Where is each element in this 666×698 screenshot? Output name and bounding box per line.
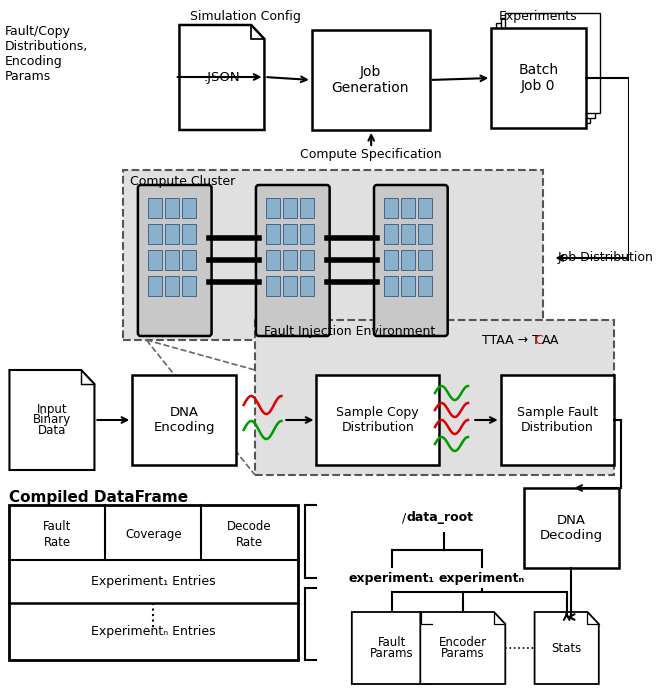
FancyBboxPatch shape [182,276,196,296]
Text: Job
Generation: Job Generation [332,65,409,95]
FancyBboxPatch shape [266,250,280,270]
FancyBboxPatch shape [256,185,330,336]
Text: experiment₁: experiment₁ [349,572,435,585]
FancyBboxPatch shape [300,198,314,218]
FancyBboxPatch shape [9,505,298,660]
Text: Job Distribution: Job Distribution [557,251,653,265]
FancyBboxPatch shape [300,276,314,296]
FancyBboxPatch shape [149,250,162,270]
FancyBboxPatch shape [123,170,543,340]
Text: Decode
Rate: Decode Rate [227,521,272,549]
Text: Fault: Fault [378,637,406,649]
Text: Compute Specification: Compute Specification [300,148,442,161]
Text: Fault
Rate: Fault Rate [43,521,72,549]
Text: Compiled DataFrame: Compiled DataFrame [9,490,188,505]
Text: Experiment₁ Entries: Experiment₁ Entries [91,575,216,588]
Polygon shape [179,25,264,130]
FancyBboxPatch shape [312,30,430,130]
Text: Sample Copy
Distribution: Sample Copy Distribution [336,406,419,434]
Text: /: / [402,512,406,524]
FancyBboxPatch shape [418,250,432,270]
FancyBboxPatch shape [300,250,314,270]
FancyBboxPatch shape [283,224,296,244]
FancyBboxPatch shape [524,488,619,568]
FancyBboxPatch shape [418,224,432,244]
FancyBboxPatch shape [384,198,398,218]
Text: Fault Injection Environment: Fault Injection Environment [264,325,436,338]
FancyBboxPatch shape [182,250,196,270]
Text: DNA
Encoding: DNA Encoding [153,406,215,434]
FancyBboxPatch shape [283,250,296,270]
FancyBboxPatch shape [165,250,178,270]
Text: Binary: Binary [33,413,71,426]
FancyBboxPatch shape [316,375,439,465]
Text: Experimentₙ Entries: Experimentₙ Entries [91,625,216,638]
Text: Encoder: Encoder [439,637,487,649]
Text: Input: Input [37,403,67,416]
FancyBboxPatch shape [501,18,595,118]
Text: data_root: data_root [406,512,473,524]
FancyBboxPatch shape [149,224,162,244]
Text: Params: Params [370,647,414,660]
Text: Params: Params [441,647,485,660]
FancyBboxPatch shape [138,185,212,336]
Text: DNA
Decoding: DNA Decoding [540,514,603,542]
FancyBboxPatch shape [133,375,236,465]
FancyBboxPatch shape [501,375,614,465]
FancyBboxPatch shape [491,28,585,128]
FancyBboxPatch shape [149,276,162,296]
FancyBboxPatch shape [182,224,196,244]
FancyBboxPatch shape [402,198,415,218]
FancyBboxPatch shape [384,276,398,296]
Text: C: C [535,334,543,346]
FancyBboxPatch shape [266,198,280,218]
Text: .JSON: .JSON [204,71,240,84]
Text: Experiments: Experiments [499,10,577,23]
Polygon shape [352,612,432,684]
Text: Data: Data [38,424,66,437]
FancyBboxPatch shape [496,23,590,123]
Text: TTAA → T: TTAA → T [482,334,539,346]
Polygon shape [420,612,505,684]
Polygon shape [535,612,599,684]
FancyBboxPatch shape [283,276,296,296]
FancyBboxPatch shape [384,224,398,244]
Polygon shape [9,370,95,470]
FancyBboxPatch shape [402,224,415,244]
Text: Sample Fault
Distribution: Sample Fault Distribution [517,406,598,434]
FancyBboxPatch shape [165,276,178,296]
Text: AA: AA [542,334,559,346]
FancyBboxPatch shape [149,198,162,218]
FancyBboxPatch shape [266,224,280,244]
FancyBboxPatch shape [165,198,178,218]
Text: Simulation Config: Simulation Config [190,10,301,23]
FancyBboxPatch shape [418,276,432,296]
FancyBboxPatch shape [255,320,614,475]
FancyBboxPatch shape [283,198,296,218]
Text: Coverage: Coverage [125,528,182,541]
Text: Batch
Job 0: Batch Job 0 [518,63,558,93]
FancyBboxPatch shape [402,276,415,296]
Text: experimentₙ: experimentₙ [439,572,525,585]
FancyBboxPatch shape [165,224,178,244]
FancyBboxPatch shape [418,198,432,218]
FancyBboxPatch shape [505,13,600,113]
FancyBboxPatch shape [374,185,448,336]
FancyBboxPatch shape [402,250,415,270]
Text: Fault/Copy
Distributions,
Encoding
Params: Fault/Copy Distributions, Encoding Param… [5,25,88,83]
FancyBboxPatch shape [266,276,280,296]
FancyBboxPatch shape [384,250,398,270]
Text: Stats: Stats [551,641,582,655]
FancyBboxPatch shape [300,224,314,244]
Text: Compute Cluster: Compute Cluster [131,175,236,188]
FancyBboxPatch shape [182,198,196,218]
